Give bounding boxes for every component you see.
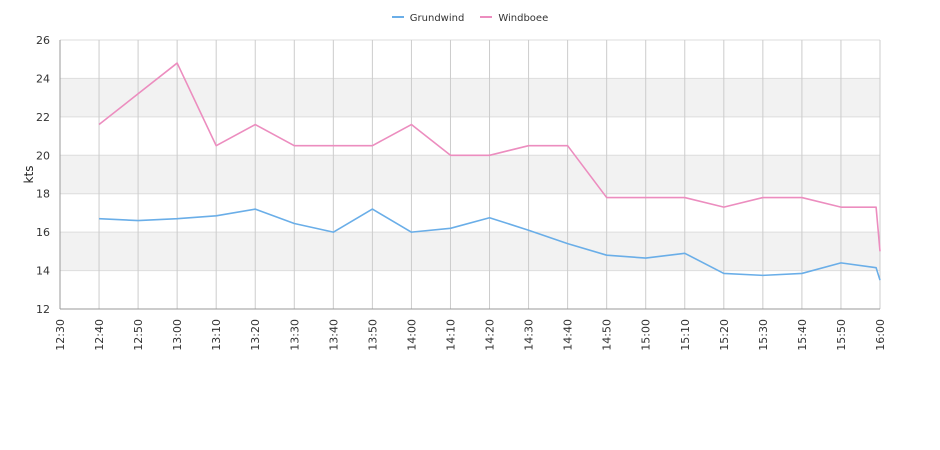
x-tick-label-1400: 14:00 (405, 319, 418, 351)
legend-item-grundwind[interactable]: Grundwind (391, 13, 465, 24)
x-tick-label-1450: 14:50 (601, 319, 614, 351)
series-line-grundwind (99, 208, 881, 281)
x-tick-label-1340: 13:40 (327, 319, 340, 351)
x-tick-label-1530: 15:30 (757, 319, 770, 351)
y-tick-label-20: 20 (36, 149, 50, 162)
y-axis-title: kts (22, 166, 36, 184)
axes (59, 40, 880, 310)
x-tick-label-1240: 12:40 (93, 319, 106, 351)
legend-label: Windboee (498, 13, 549, 24)
grid-lines (59, 39, 881, 310)
x-tick-label-1250: 12:50 (132, 319, 145, 351)
x-tick-label-1430: 14:30 (523, 319, 536, 351)
x-tick-label-1510: 15:10 (679, 319, 692, 351)
y-tick-label-16: 16 (36, 226, 50, 239)
x-tick-label-1420: 14:20 (484, 319, 497, 351)
y-tick-label-26: 26 (36, 34, 50, 47)
y-tick-label-12: 12 (36, 303, 50, 316)
x-tick-label-1310: 13:10 (210, 319, 223, 351)
chart-legend: Grundwind Windboee (0, 13, 940, 24)
x-tick-label-1350: 13:50 (366, 319, 379, 351)
legend-item-windboee[interactable]: Windboee (480, 13, 548, 24)
x-tick-label-1440: 14:40 (562, 319, 575, 351)
legend-swatch (391, 16, 404, 18)
band-22 (60, 78, 880, 117)
background-bands (60, 78, 880, 271)
series-lines (98, 62, 881, 281)
x-tick-label-1600: 16:00 (874, 319, 887, 351)
y-tick-label-22: 22 (36, 111, 50, 124)
x-tick-label-1520: 15:20 (718, 319, 731, 351)
x-tick-label-1230: 12:30 (54, 319, 67, 351)
x-tick-label-1550: 15:50 (835, 319, 848, 351)
y-tick-label-18: 18 (36, 188, 50, 201)
band-14 (60, 232, 880, 271)
band-18 (60, 155, 880, 194)
x-tick-label-1500: 15:00 (640, 319, 653, 351)
x-tick-label-1410: 14:10 (444, 319, 457, 351)
x-tick-label-1540: 15:40 (796, 319, 809, 351)
x-tick-label-1320: 13:20 (249, 319, 262, 351)
legend-label: Grundwind (409, 13, 465, 24)
axis-labels: 12 14 16 18 20 22 24 26 12:30 12:40 12:50 13:00 13:1… (22, 34, 887, 351)
y-tick-label-24: 24 (36, 72, 50, 85)
x-tick-label-1330: 13:30 (288, 319, 301, 351)
series-line-windboee (98, 62, 881, 252)
y-tick-label-14: 14 (36, 265, 50, 278)
legend-swatch (480, 16, 493, 18)
x-tick-label-1300: 13:00 (171, 319, 184, 351)
